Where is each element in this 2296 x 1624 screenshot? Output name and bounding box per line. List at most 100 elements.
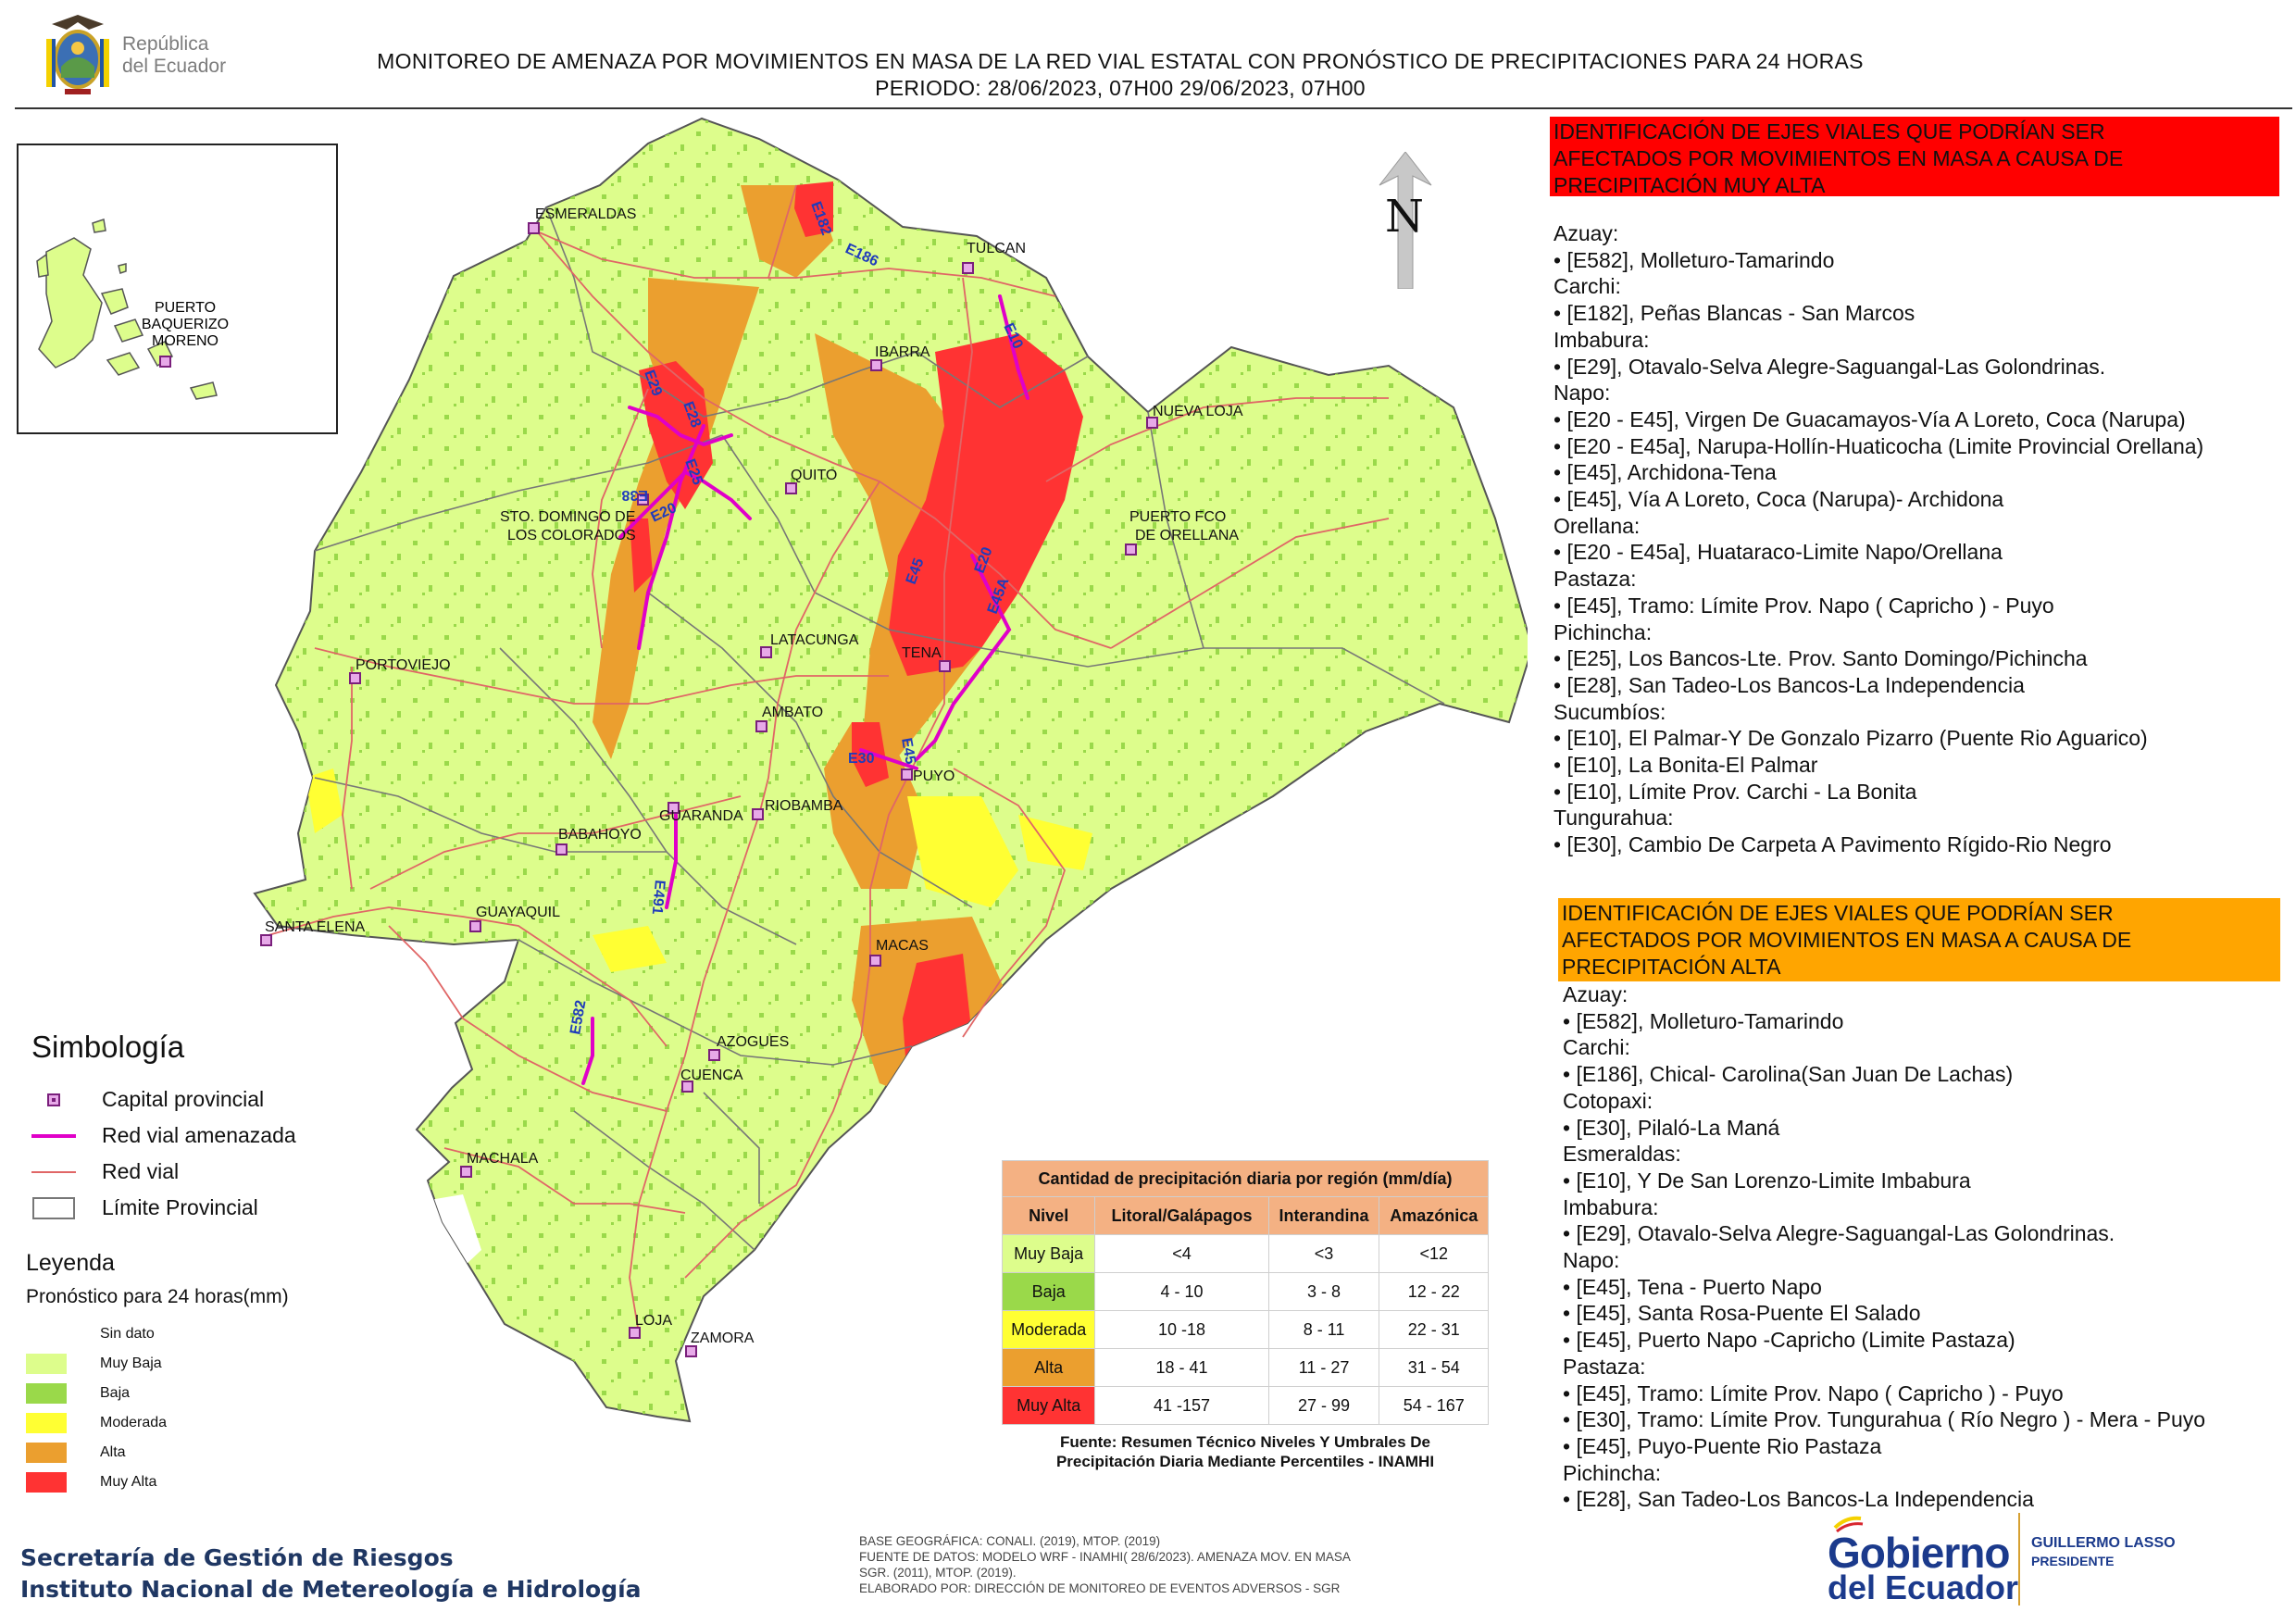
table-source: Fuente: Resumen Técnico Niveles Y Umbral… — [1002, 1432, 1489, 1471]
legend-label: Muy Baja — [100, 1355, 162, 1371]
legend-label: Muy Alta — [100, 1474, 157, 1490]
svg-text:TULCAN: TULCAN — [967, 241, 1026, 256]
province-label: Napo: — [1563, 1248, 1620, 1273]
road-segment-item: • [E30], Cambio De Carpeta A Pavimento R… — [1554, 832, 2112, 857]
logo-separator — [2018, 1513, 2020, 1605]
north-arrow-icon — [1379, 152, 1432, 289]
province-label: Carchi: — [1563, 1035, 1630, 1060]
heading-line: IDENTIFICACIÓN DE EJES VIALES QUE PODRÍA… — [1562, 901, 2114, 925]
svg-text:LOJA: LOJA — [635, 1313, 672, 1329]
svg-text:SANTA ELENA: SANTA ELENA — [265, 919, 366, 935]
svg-text:QUITO: QUITO — [791, 468, 837, 483]
road-segment-item: • [E10], El Palmar-Y De Gonzalo Pizarro … — [1554, 726, 2148, 751]
header-divider — [15, 107, 2292, 109]
city-loja: LOJA — [629, 1313, 672, 1339]
symbology-item-boundary: Límite Provincial — [31, 1190, 402, 1226]
boundary-box-icon — [32, 1196, 75, 1219]
svg-text:DE ORELLANA: DE ORELLANA — [1135, 528, 1239, 543]
road-segment-item: • [E28], San Tadeo-Los Bancos-La Indepen… — [1563, 1487, 2034, 1512]
svg-text:PUERTO FCO: PUERTO FCO — [1129, 509, 1226, 525]
city-quito: QUITO — [785, 468, 837, 494]
table-cell: 31 - 54 — [1379, 1348, 1489, 1387]
org-line-1: Secretaría de Gestión de Riesgos — [20, 1544, 454, 1571]
table-source-line-2: Precipitación Diaria Mediante Percentile… — [1055, 1453, 1435, 1470]
legend-item: Alta — [26, 1438, 378, 1468]
level-cell: Moderada — [1001, 1310, 1096, 1349]
table-cell: <4 — [1094, 1234, 1269, 1273]
heading-line: AFECTADOS POR MOVIMIENTOS EN MASA A CAUS… — [1554, 146, 2124, 170]
city-tena: TENA — [902, 645, 951, 672]
table-row: Muy Baja <4 <3 <12 — [1001, 1234, 1489, 1273]
road-segment-item: • [E582], Molleturo-Tamarindo — [1554, 247, 1835, 272]
table-caption: Cantidad de precipitación diaria por reg… — [1002, 1160, 1489, 1196]
svg-text:GUAYAQUIL: GUAYAQUIL — [476, 905, 560, 920]
province-label: Esmeraldas: — [1563, 1142, 1681, 1167]
very-high-precip-heading: IDENTIFICACIÓN DE EJES VIALES QUE PODRÍA… — [1550, 117, 2279, 197]
table-row: Moderada 10 -18 8 - 11 22 - 31 — [1001, 1310, 1489, 1349]
city-riobamba: RIOBAMBA — [752, 798, 843, 820]
title-line-2: PERIODO: 28/06/2023, 07H00 29/06/2023, 0… — [875, 76, 1366, 100]
svg-text:E38: E38 — [621, 487, 648, 503]
heading-line: AFECTADOS POR MOVIMIENTOS EN MASA A CAUS… — [1562, 928, 2132, 952]
symbology-label: Red vial — [102, 1159, 180, 1183]
republic-line-2: del Ecuador — [122, 56, 227, 77]
credit-line: BASE GEOGRÁFICA: CONALI. (2019), MTOP. (… — [859, 1534, 1161, 1548]
legend-swatch — [26, 1383, 67, 1404]
svg-text:BABAHOYO: BABAHOYO — [558, 827, 642, 843]
svg-text:E582: E582 — [568, 999, 589, 1036]
table-row: Baja 4 - 10 3 - 8 12 - 22 — [1001, 1272, 1489, 1311]
province-label: Cotopaxi: — [1563, 1088, 1653, 1113]
inset-city-line-3: MORENO — [152, 333, 218, 349]
legend-item: Baja — [26, 1379, 378, 1408]
road-segment-item: • [E45], Vía A Loreto, Coca (Narupa)- Ar… — [1554, 487, 2004, 512]
high-precip-road-list: Azuay: • [E582], Molleturo-Tamarindo Carch… — [1563, 981, 2205, 1513]
table-cell: 18 - 41 — [1094, 1348, 1269, 1387]
city-tulcan: TULCAN — [962, 241, 1026, 274]
org-line-2: Instituto Nacional de Metereología e Hid… — [20, 1576, 642, 1603]
legend-swatch — [26, 1443, 67, 1463]
president-name: GUILLERMO LASSO — [2031, 1535, 2176, 1551]
map-credits: BASE GEOGRÁFICA: CONALI. (2019), MTOP. (… — [859, 1533, 1351, 1596]
legend-item: Muy Baja — [26, 1349, 378, 1379]
republic-line-1: República — [122, 33, 209, 55]
city-ibarra: IBARRA — [870, 344, 930, 371]
svg-text:GUARANDA: GUARANDA — [659, 808, 743, 824]
table-cell: 22 - 31 — [1379, 1310, 1489, 1349]
inset-city-line-1: PUERTO — [155, 300, 216, 316]
city-zamora: ZAMORA — [685, 1330, 755, 1357]
road-segment-item: • [E182], Peñas Blancas - San Marcos — [1554, 301, 1915, 326]
road-network — [268, 184, 1390, 1334]
road-segment-item: • [E45], Tramo: Límite Prov. Napo ( Capr… — [1554, 593, 2054, 618]
province-label: Azuay: — [1554, 221, 1619, 245]
city-machala: MACHALA — [460, 1151, 539, 1178]
city-macas: MACAS — [869, 938, 929, 967]
symbology-item-threatened-road: Red vial amenazada — [31, 1118, 402, 1154]
table-row: Alta 18 - 41 11 - 27 31 - 54 — [1001, 1348, 1489, 1387]
road-segment-item: • [E20 - E45a], Huataraco-Limite Napo/Or… — [1554, 540, 2003, 565]
svg-text:LATACUNGA: LATACUNGA — [770, 632, 859, 648]
gob-line-1: Gobierno — [1828, 1529, 2010, 1577]
legend-swatch — [26, 1413, 67, 1433]
road-segment-item: • [E30], Pilaló-La Maná — [1563, 1115, 1780, 1140]
table-cell: 10 -18 — [1094, 1310, 1269, 1349]
red-line-icon — [31, 1170, 76, 1173]
province-label: Imbabura: — [1563, 1194, 1659, 1219]
road-segment-item: • [E582], Molleturo-Tamarindo — [1563, 1008, 1844, 1033]
road-segment-item: • [E45], Puyo-Puente Rio Pastaza — [1563, 1433, 1882, 1458]
svg-text:PORTOVIEJO: PORTOVIEJO — [356, 657, 451, 673]
table-header: Interandina — [1267, 1196, 1380, 1235]
ecuador-coat-of-arms-icon — [46, 15, 109, 94]
province-label: Napo: — [1554, 381, 1611, 406]
symbology-title: Simbología — [31, 1030, 185, 1064]
table-row: Muy Alta 41 -157 27 - 99 54 - 167 — [1001, 1386, 1489, 1425]
precipitation-threshold-table: Cantidad de precipitación diaria por reg… — [1001, 1160, 1489, 1471]
symbology-item-road: Red vial — [31, 1154, 402, 1190]
magenta-line-icon — [31, 1133, 76, 1138]
city-portoviejo: PORTOVIEJO — [349, 657, 451, 684]
table-cell: 41 -157 — [1094, 1386, 1269, 1425]
legend-swatch — [26, 1472, 67, 1493]
credit-line: FUENTE DE DATOS: MODELO WRF - INAMHI( 28… — [859, 1550, 1351, 1564]
high-precip-heading: IDENTIFICACIÓN DE EJES VIALES QUE PODRÍA… — [1558, 898, 2280, 981]
table-cell: 4 - 10 — [1094, 1272, 1269, 1311]
symbology-panel: Simbología Capital provincial Red vial a… — [31, 1030, 402, 1226]
